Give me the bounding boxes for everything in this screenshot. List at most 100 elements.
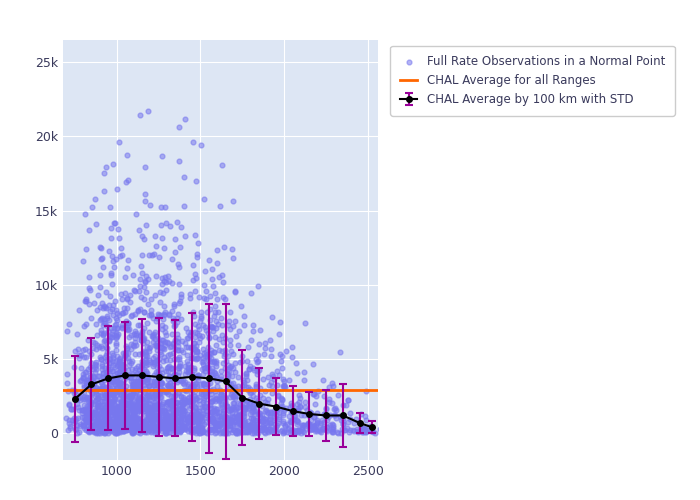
Full Rate Observations in a Normal Point — [188, 345, 199, 353]
Full Rate Observations in a Normal Point — [133, 288, 144, 296]
Full Rate Observations in a Normal Point — [174, 124, 185, 132]
Full Rate Observations in a Normal Point — [117, 360, 128, 368]
Full Rate Observations in a Normal Point — [248, 388, 259, 396]
Full Rate Observations in a Normal Point — [199, 402, 210, 410]
Full Rate Observations in a Normal Point — [116, 422, 127, 430]
Full Rate Observations in a Normal Point — [104, 418, 116, 426]
Full Rate Observations in a Normal Point — [139, 351, 150, 359]
Full Rate Observations in a Normal Point — [210, 426, 221, 434]
Full Rate Observations in a Normal Point — [151, 420, 162, 428]
Full Rate Observations in a Normal Point — [166, 382, 177, 390]
Full Rate Observations in a Normal Point — [153, 390, 164, 398]
Full Rate Observations in a Normal Point — [225, 414, 236, 422]
Full Rate Observations in a Normal Point — [112, 426, 123, 434]
Full Rate Observations in a Normal Point — [105, 270, 116, 278]
Full Rate Observations in a Normal Point — [78, 418, 89, 426]
Full Rate Observations in a Normal Point — [194, 415, 205, 423]
Full Rate Observations in a Normal Point — [158, 423, 169, 431]
Full Rate Observations in a Normal Point — [292, 418, 303, 426]
Full Rate Observations in a Normal Point — [232, 427, 244, 435]
Full Rate Observations in a Normal Point — [149, 336, 160, 344]
Full Rate Observations in a Normal Point — [97, 386, 108, 394]
Full Rate Observations in a Normal Point — [178, 413, 189, 421]
Full Rate Observations in a Normal Point — [146, 416, 157, 424]
Full Rate Observations in a Normal Point — [159, 418, 170, 426]
Full Rate Observations in a Normal Point — [155, 288, 166, 296]
Full Rate Observations in a Normal Point — [209, 397, 220, 405]
Full Rate Observations in a Normal Point — [105, 408, 116, 416]
Full Rate Observations in a Normal Point — [156, 336, 167, 344]
Full Rate Observations in a Normal Point — [234, 425, 245, 433]
Full Rate Observations in a Normal Point — [152, 416, 163, 424]
Full Rate Observations in a Normal Point — [329, 410, 340, 418]
Full Rate Observations in a Normal Point — [273, 416, 284, 424]
Full Rate Observations in a Normal Point — [155, 312, 167, 320]
Full Rate Observations in a Normal Point — [274, 413, 285, 421]
Full Rate Observations in a Normal Point — [134, 369, 146, 377]
Full Rate Observations in a Normal Point — [122, 354, 134, 362]
Full Rate Observations in a Normal Point — [94, 392, 106, 400]
Full Rate Observations in a Normal Point — [100, 420, 111, 428]
Full Rate Observations in a Normal Point — [110, 410, 121, 418]
Full Rate Observations in a Normal Point — [199, 364, 210, 372]
Full Rate Observations in a Normal Point — [211, 356, 222, 364]
Full Rate Observations in a Normal Point — [127, 409, 139, 417]
Full Rate Observations in a Normal Point — [116, 362, 127, 370]
Full Rate Observations in a Normal Point — [116, 402, 127, 410]
Full Rate Observations in a Normal Point — [120, 420, 131, 428]
Full Rate Observations in a Normal Point — [108, 311, 119, 319]
Full Rate Observations in a Normal Point — [193, 427, 204, 435]
Full Rate Observations in a Normal Point — [176, 398, 188, 406]
Full Rate Observations in a Normal Point — [99, 406, 111, 413]
Full Rate Observations in a Normal Point — [78, 402, 89, 409]
Full Rate Observations in a Normal Point — [162, 363, 174, 371]
Full Rate Observations in a Normal Point — [80, 296, 92, 304]
Full Rate Observations in a Normal Point — [125, 416, 136, 424]
Full Rate Observations in a Normal Point — [243, 416, 254, 424]
Full Rate Observations in a Normal Point — [146, 306, 157, 314]
Full Rate Observations in a Normal Point — [146, 417, 158, 425]
Full Rate Observations in a Normal Point — [150, 428, 162, 436]
Full Rate Observations in a Normal Point — [223, 361, 234, 369]
Full Rate Observations in a Normal Point — [83, 426, 94, 434]
Full Rate Observations in a Normal Point — [162, 381, 173, 389]
Full Rate Observations in a Normal Point — [311, 425, 322, 433]
Full Rate Observations in a Normal Point — [125, 417, 136, 425]
Full Rate Observations in a Normal Point — [206, 428, 217, 436]
Full Rate Observations in a Normal Point — [119, 352, 130, 360]
Full Rate Observations in a Normal Point — [144, 424, 155, 432]
Full Rate Observations in a Normal Point — [136, 329, 147, 337]
Full Rate Observations in a Normal Point — [257, 417, 268, 425]
Full Rate Observations in a Normal Point — [121, 372, 132, 380]
Full Rate Observations in a Normal Point — [164, 350, 175, 358]
Full Rate Observations in a Normal Point — [281, 428, 293, 436]
Full Rate Observations in a Normal Point — [191, 412, 202, 420]
Full Rate Observations in a Normal Point — [218, 416, 230, 424]
Full Rate Observations in a Normal Point — [283, 376, 294, 384]
Full Rate Observations in a Normal Point — [76, 406, 88, 414]
Full Rate Observations in a Normal Point — [149, 402, 160, 410]
Full Rate Observations in a Normal Point — [214, 429, 225, 437]
Full Rate Observations in a Normal Point — [228, 418, 239, 426]
Full Rate Observations in a Normal Point — [238, 422, 249, 430]
Full Rate Observations in a Normal Point — [116, 418, 127, 426]
Full Rate Observations in a Normal Point — [295, 410, 306, 418]
Full Rate Observations in a Normal Point — [237, 422, 248, 430]
Full Rate Observations in a Normal Point — [171, 406, 182, 414]
Full Rate Observations in a Normal Point — [211, 374, 222, 382]
Full Rate Observations in a Normal Point — [310, 421, 321, 429]
Full Rate Observations in a Normal Point — [120, 178, 131, 186]
Full Rate Observations in a Normal Point — [318, 410, 330, 418]
Full Rate Observations in a Normal Point — [138, 295, 149, 303]
Full Rate Observations in a Normal Point — [211, 362, 222, 370]
Full Rate Observations in a Normal Point — [125, 407, 136, 415]
Full Rate Observations in a Normal Point — [86, 203, 97, 211]
Full Rate Observations in a Normal Point — [106, 426, 117, 434]
Full Rate Observations in a Normal Point — [223, 321, 234, 329]
Full Rate Observations in a Normal Point — [245, 424, 256, 432]
Full Rate Observations in a Normal Point — [211, 382, 223, 390]
Full Rate Observations in a Normal Point — [182, 380, 193, 388]
Full Rate Observations in a Normal Point — [227, 392, 238, 400]
Full Rate Observations in a Normal Point — [296, 423, 307, 431]
Full Rate Observations in a Normal Point — [142, 388, 153, 396]
